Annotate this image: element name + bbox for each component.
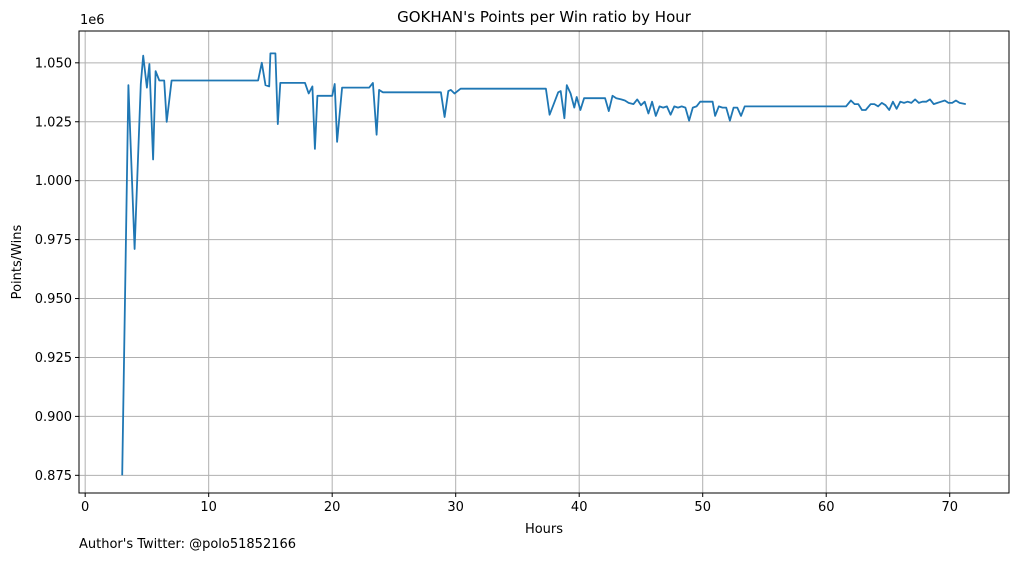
- x-tick-label: 0: [81, 500, 89, 515]
- series-line-group: [121, 52, 966, 476]
- author-twitter-note: Author's Twitter: @polo51852166: [79, 537, 297, 552]
- y-tick-label: 1.000: [35, 174, 72, 189]
- x-tick-label: 50: [694, 500, 711, 515]
- x-tick-label: 40: [571, 500, 588, 515]
- grid: [79, 31, 1009, 493]
- x-axis: 0 10 20 30 40 50 60 70: [81, 493, 958, 515]
- x-tick-label: 30: [447, 500, 464, 515]
- y-tick-label: 1.025: [35, 115, 72, 130]
- x-tick-label: 10: [200, 500, 217, 515]
- x-tick-label: 70: [941, 500, 958, 515]
- y-tick-label: 0.950: [35, 292, 72, 307]
- y-tick-label: 0.925: [35, 351, 72, 366]
- y-axis-label: Points/Wins: [10, 224, 25, 299]
- x-tick-label: 60: [818, 500, 835, 515]
- chart-title: GOKHAN's Points per Win ratio by Hour: [397, 8, 692, 26]
- y-tick-label: 0.900: [35, 410, 72, 425]
- y-axis: 0.875 0.900 0.925 0.950 0.975 1.000 1.025 1.050: [35, 56, 79, 484]
- x-tick-label: 20: [324, 500, 341, 515]
- y-tick-label: 0.875: [35, 469, 72, 484]
- x-axis-label: Hours: [525, 522, 563, 537]
- y-tick-label: 1.050: [35, 56, 72, 71]
- y-tick-label: 0.975: [35, 233, 72, 248]
- series-line: [121, 52, 966, 476]
- y-multiplier-label: 1e6: [80, 13, 105, 28]
- plot-area-frame: [78, 30, 1010, 494]
